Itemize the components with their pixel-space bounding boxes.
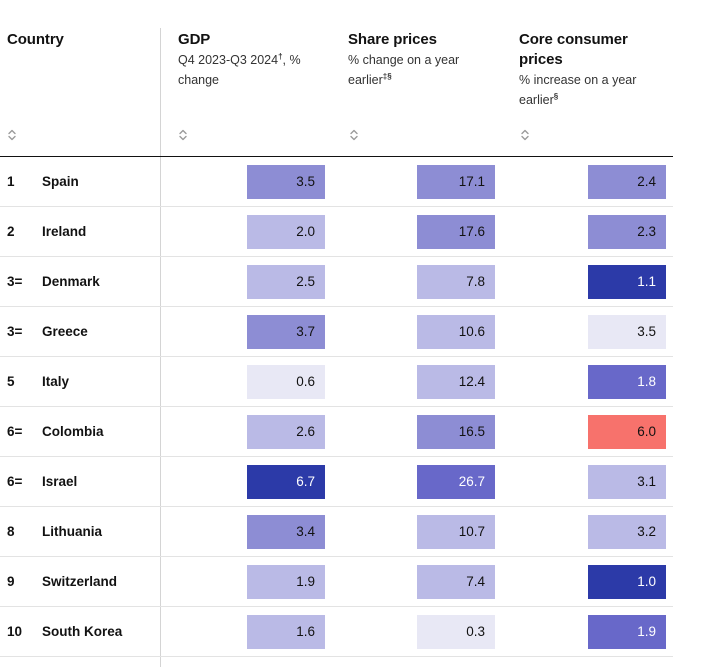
gdp-cell: 3.4 [247, 515, 325, 549]
table-row: 6= Israel 6.7 26.7 3.1 [0, 457, 673, 507]
row-divider [0, 556, 673, 557]
header-core-prices[interactable]: Core consumer prices % increase on a yea… [519, 30, 649, 110]
gdp-cell: 3.7 [247, 315, 325, 349]
rank: 3= [7, 324, 23, 339]
rank: 2 [7, 224, 15, 239]
core-cell: 1.8 [588, 365, 666, 399]
rank: 1 [7, 174, 15, 189]
sort-up-down-icon[interactable] [177, 128, 189, 142]
rank: 9 [7, 574, 15, 589]
row-divider [0, 456, 673, 457]
country-name: Denmark [42, 274, 100, 289]
core-cell: 2.4 [588, 165, 666, 199]
share-cell: 10.7 [417, 515, 495, 549]
sort-up-down-icon[interactable] [519, 128, 531, 142]
country-name: Spain [42, 174, 79, 189]
row-divider [0, 356, 673, 357]
table-row: 5 Italy 0.6 12.4 1.8 [0, 357, 673, 407]
header-core-title-line2: prices [519, 51, 563, 68]
core-cell: 1.1 [588, 265, 666, 299]
core-cell: 1.9 [588, 615, 666, 649]
gdp-cell: 2.6 [247, 415, 325, 449]
gdp-cell: 6.7 [247, 465, 325, 499]
table-row: 10 South Korea 1.6 0.3 1.9 [0, 607, 673, 657]
table-row: 3= Greece 3.7 10.6 3.5 [0, 307, 673, 357]
table-row: 8 Lithuania 3.4 10.7 3.2 [0, 507, 673, 557]
core-cell: 6.0 [588, 415, 666, 449]
rank: 6= [7, 424, 23, 439]
row-divider [0, 256, 673, 257]
share-cell: 17.6 [417, 215, 495, 249]
gdp-cell: 2.5 [247, 265, 325, 299]
header-core-title-line1: Core consumer [519, 31, 628, 48]
rank: 5 [7, 374, 15, 389]
gdp-cell: 2.0 [247, 215, 325, 249]
rankings-table: Country GDP Q4 2023-Q3 2024†, % change S… [0, 28, 673, 667]
country-name: South Korea [42, 624, 123, 639]
header-gdp[interactable]: GDP Q4 2023-Q3 2024†, % change [178, 30, 328, 90]
header-gdp-subtitle: Q4 2023-Q3 2024†, % change [178, 52, 301, 88]
header-share-title: Share prices [348, 31, 437, 48]
share-cell: 26.7 [417, 465, 495, 499]
table-row: 3= Denmark 2.5 7.8 1.1 [0, 257, 673, 307]
gdp-cell: 1.9 [247, 565, 325, 599]
rank: 6= [7, 474, 23, 489]
country-name: Italy [42, 374, 70, 389]
country-name: Switzerland [42, 574, 118, 589]
country-name: Israel [42, 474, 78, 489]
country-name: Colombia [42, 424, 104, 439]
share-cell: 7.8 [417, 265, 495, 299]
share-cell: 7.4 [417, 565, 495, 599]
country-name: Greece [42, 324, 88, 339]
core-cell: 3.1 [588, 465, 666, 499]
gdp-cell: 0.6 [247, 365, 325, 399]
sort-up-down-icon[interactable] [6, 128, 18, 142]
header-core-subtitle: % increase on a year earlier§ [519, 73, 637, 107]
rank: 8 [7, 524, 15, 539]
core-cell: 3.2 [588, 515, 666, 549]
share-cell: 16.5 [417, 415, 495, 449]
share-cell: 10.6 [417, 315, 495, 349]
table-row: 2 Ireland 2.0 17.6 2.3 [0, 207, 673, 257]
country-name: Ireland [42, 224, 87, 239]
header-country[interactable]: Country [7, 30, 64, 50]
gdp-cell: 1.6 [247, 615, 325, 649]
table-row: 1 Spain 3.5 17.1 2.4 [0, 157, 673, 207]
core-cell: 1.0 [588, 565, 666, 599]
core-cell: 3.5 [588, 315, 666, 349]
row-divider [0, 606, 673, 607]
header-share-subtitle: % change on a year earlier‡§ [348, 53, 460, 87]
table-row: 9 Switzerland 1.9 7.4 1.0 [0, 557, 673, 607]
country-name: Lithuania [42, 524, 102, 539]
share-cell: 0.3 [417, 615, 495, 649]
share-cell: 12.4 [417, 365, 495, 399]
rank: 10 [7, 624, 23, 639]
core-cell: 2.3 [588, 215, 666, 249]
sort-up-down-icon[interactable] [348, 128, 360, 142]
row-divider [0, 406, 673, 407]
column-divider [160, 28, 161, 667]
table-row: 6= Colombia 2.6 16.5 6.0 [0, 407, 673, 457]
row-divider [0, 206, 673, 207]
row-divider [0, 506, 673, 507]
header-rule [0, 156, 673, 157]
header-share-prices[interactable]: Share prices % change on a year earlier‡… [348, 30, 473, 90]
header-gdp-title: GDP [178, 31, 211, 48]
gdp-cell: 3.5 [247, 165, 325, 199]
row-divider [0, 656, 673, 657]
rank: 3= [7, 274, 23, 289]
header-country-title: Country [7, 31, 64, 48]
row-divider [0, 306, 673, 307]
share-cell: 17.1 [417, 165, 495, 199]
